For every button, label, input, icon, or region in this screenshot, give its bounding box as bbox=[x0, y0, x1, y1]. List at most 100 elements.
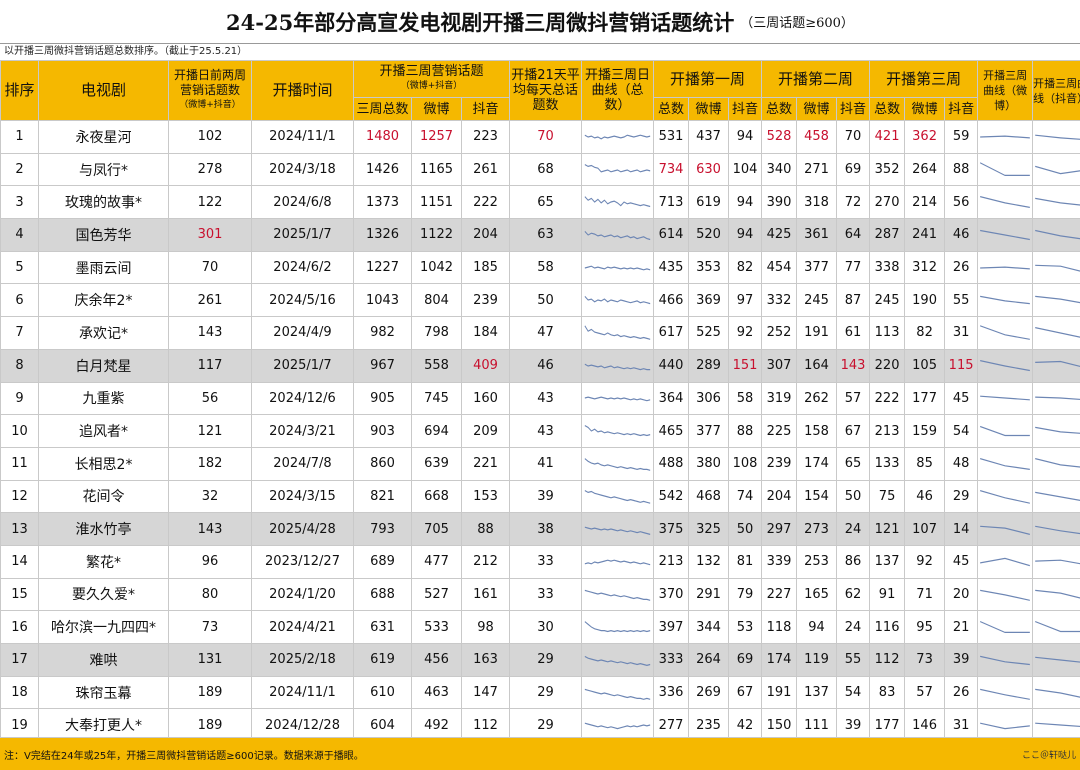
cell-w1d: 58 bbox=[728, 381, 763, 416]
cell-w2d: 55 bbox=[836, 643, 871, 677]
cell-date: 2025/2/18 bbox=[251, 643, 354, 677]
cell-name: 长相思2* bbox=[38, 446, 169, 481]
header-rank: 排序 bbox=[0, 60, 39, 121]
cell-pre: 96 bbox=[168, 544, 252, 579]
cell-pre: 182 bbox=[168, 446, 252, 481]
weibo-curve bbox=[980, 135, 1030, 139]
cell-w3d: 115 bbox=[944, 348, 979, 383]
cell-w1w: 264 bbox=[688, 643, 730, 677]
douyin-curve bbox=[1035, 229, 1080, 240]
header-w3-weibo: 微博 bbox=[904, 97, 946, 121]
cell-total: 631 bbox=[353, 610, 412, 644]
weibo-curve-cell bbox=[977, 152, 1034, 187]
cell-w2t: 204 bbox=[761, 479, 798, 514]
cell-weibo: 1042 bbox=[411, 250, 462, 285]
douyin-curve-cell bbox=[1032, 185, 1080, 220]
daily-curve-cell bbox=[581, 610, 655, 644]
weibo-curve-cell bbox=[977, 414, 1034, 448]
cell-total: 793 bbox=[353, 512, 412, 546]
daily-curve bbox=[584, 590, 651, 602]
weibo-curve bbox=[980, 590, 1030, 602]
cell-w1d: 94 bbox=[728, 120, 763, 154]
cell-douyin: 222 bbox=[460, 185, 511, 220]
cell-weibo: 477 bbox=[411, 544, 462, 579]
cell-w2d: 77 bbox=[836, 250, 871, 285]
cell-rank: 9 bbox=[0, 381, 39, 416]
cell-w3t: 421 bbox=[869, 120, 906, 154]
cell-douyin: 261 bbox=[460, 152, 511, 187]
weibo-curve bbox=[980, 621, 1030, 634]
cell-w3w: 177 bbox=[904, 381, 946, 416]
title-sub: （三周话题≥600） bbox=[740, 16, 854, 31]
cell-rank: 8 bbox=[0, 348, 39, 383]
cell-w3d: 56 bbox=[944, 185, 979, 220]
cell-total: 967 bbox=[353, 348, 412, 383]
cell-weibo: 463 bbox=[411, 675, 462, 710]
cell-avg: 47 bbox=[509, 316, 583, 350]
cell-w2t: 174 bbox=[761, 643, 798, 677]
cell-w3d: 45 bbox=[944, 381, 979, 416]
douyin-curve-cell bbox=[1032, 610, 1080, 644]
cell-w1w: 468 bbox=[688, 479, 730, 514]
header-weibo: 微博 bbox=[411, 97, 462, 121]
cell-w3d: 31 bbox=[944, 708, 979, 743]
cell-w2d: 67 bbox=[836, 414, 871, 448]
daily-curve-cell bbox=[581, 414, 655, 448]
cell-name: 大奉打更人* bbox=[38, 708, 169, 743]
cell-w2w: 111 bbox=[796, 708, 838, 743]
cell-w3t: 112 bbox=[869, 643, 906, 677]
douyin-curve-cell bbox=[1032, 283, 1080, 318]
cell-date: 2024/6/8 bbox=[251, 185, 354, 220]
weibo-curve-cell bbox=[977, 446, 1034, 481]
douyin-curve-cell bbox=[1032, 250, 1080, 285]
cell-total: 688 bbox=[353, 577, 412, 612]
weibo-curve-cell bbox=[977, 675, 1034, 710]
table-row: 19 大奉打更人* 189 2024/12/28 604 492 112 29 277 235 42… bbox=[0, 708, 1080, 743]
cell-rank: 10 bbox=[0, 414, 39, 448]
cell-pre: 80 bbox=[168, 577, 252, 612]
daily-curve bbox=[584, 325, 651, 340]
cell-weibo: 1257 bbox=[411, 120, 462, 154]
cell-w3d: 26 bbox=[944, 675, 979, 710]
cell-w2w: 164 bbox=[796, 348, 838, 383]
cell-w2t: 454 bbox=[761, 250, 798, 285]
header-w1-total: 总数 bbox=[653, 97, 690, 121]
cell-w2d: 62 bbox=[836, 577, 871, 612]
header-curve-douyin: 开播三周曲线（抖音） bbox=[1032, 60, 1080, 121]
table-row: 18 珠帘玉幕 189 2024/11/1 610 463 147 29 336 269 67 191… bbox=[0, 675, 1080, 710]
cell-date: 2024/1/20 bbox=[251, 577, 354, 612]
cell-w3d: 54 bbox=[944, 414, 979, 448]
cell-w2t: 191 bbox=[761, 675, 798, 710]
douyin-curve-cell bbox=[1032, 218, 1080, 252]
cell-w2w: 458 bbox=[796, 120, 838, 154]
cell-w1d: 67 bbox=[728, 675, 763, 710]
weibo-curve-cell bbox=[977, 577, 1034, 612]
cell-w3d: 45 bbox=[944, 544, 979, 579]
weibo-curve bbox=[980, 688, 1030, 700]
cell-w3w: 46 bbox=[904, 479, 946, 514]
cell-avg: 46 bbox=[509, 348, 583, 383]
douyin-curve bbox=[1035, 525, 1080, 535]
cell-date: 2025/4/28 bbox=[251, 512, 354, 546]
cell-avg: 50 bbox=[509, 283, 583, 318]
cell-w3w: 92 bbox=[904, 544, 946, 579]
cell-w1w: 132 bbox=[688, 544, 730, 579]
footer-credit: ここ＠轩哒儿 bbox=[1021, 750, 1076, 761]
cell-total: 860 bbox=[353, 446, 412, 481]
cell-rank: 19 bbox=[0, 708, 39, 743]
cell-douyin: 153 bbox=[460, 479, 511, 514]
cell-pre: 143 bbox=[168, 316, 252, 350]
cell-avg: 33 bbox=[509, 577, 583, 612]
cell-w2t: 239 bbox=[761, 446, 798, 481]
header-w3-douyin: 抖音 bbox=[944, 97, 979, 121]
cell-w3t: 113 bbox=[869, 316, 906, 350]
douyin-curve-cell bbox=[1032, 643, 1080, 677]
cell-w3w: 73 bbox=[904, 643, 946, 677]
title-text: 24-25年部分高宣发电视剧开播三周微抖营销话题统计 bbox=[226, 9, 735, 35]
cell-w2t: 425 bbox=[761, 218, 798, 252]
header-week3: 开播第三周 bbox=[869, 60, 979, 98]
header-curve: 开播三周日曲线（总数） bbox=[581, 60, 655, 121]
weibo-curve-cell bbox=[977, 544, 1034, 579]
daily-curve bbox=[584, 134, 651, 140]
cell-w2d: 72 bbox=[836, 185, 871, 220]
